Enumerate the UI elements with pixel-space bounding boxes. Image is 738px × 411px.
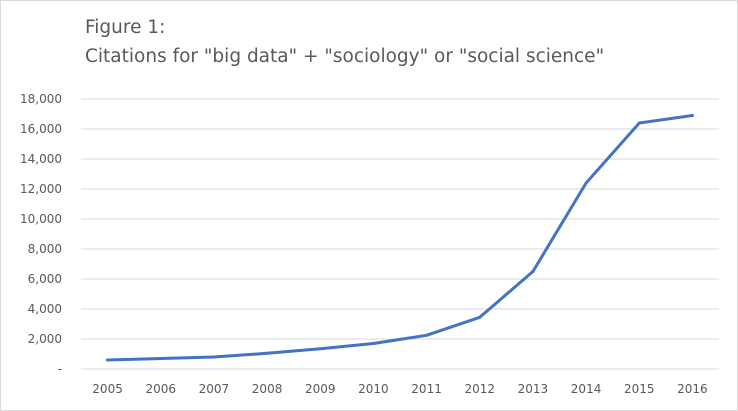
series-layer [106, 114, 694, 362]
y-tick-label: 10,000 [20, 212, 62, 226]
x-tick-label: 2012 [464, 382, 495, 396]
y-tick-label: - [58, 362, 62, 376]
data-point [637, 121, 641, 125]
x-tick-label: 2006 [145, 382, 176, 396]
data-point [690, 114, 694, 117]
chart-title-line-2: Citations for "big data" + "sociology" o… [85, 46, 605, 67]
y-axis-tick-labels: - 2,000 4,000 6,000 8,000 10,000 12,000 14,000 1… [20, 92, 62, 376]
x-axis-tick-labels: 2005 2006 2007 2008 2009 2010 2011 2012 2013 2014… [92, 382, 707, 396]
x-tick-label: 2005 [92, 382, 123, 396]
y-tick-label: 16,000 [20, 122, 62, 136]
data-point [265, 351, 269, 355]
x-tick-label: 2010 [358, 382, 389, 396]
x-tick-label: 2016 [677, 382, 708, 396]
x-tick-label: 2015 [624, 382, 655, 396]
data-point [159, 357, 163, 360]
data-point [584, 181, 588, 185]
y-tick-label: 4,000 [28, 302, 62, 316]
data-point [371, 342, 375, 345]
series-line [106, 114, 694, 362]
data-point [212, 355, 216, 359]
chart-title-line-1: Figure 1: [85, 17, 166, 38]
y-tick-label: 2,000 [28, 332, 62, 346]
y-tick-label: 12,000 [20, 182, 62, 196]
y-tick-label: 8,000 [28, 242, 62, 256]
x-tick-label: 2008 [252, 382, 283, 396]
data-point [531, 270, 535, 273]
data-point [106, 358, 110, 362]
y-tick-label: 14,000 [20, 152, 62, 166]
data-point [478, 315, 482, 319]
x-tick-label: 2011 [411, 382, 442, 396]
x-tick-label: 2014 [571, 382, 602, 396]
data-point [425, 333, 429, 337]
gridlines [81, 98, 719, 370]
x-tick-label: 2013 [518, 382, 549, 396]
x-tick-label: 2007 [199, 382, 230, 396]
y-tick-label: 6,000 [28, 272, 62, 286]
y-tick-label: 18,000 [20, 92, 62, 106]
x-tick-label: 2009 [305, 382, 336, 396]
data-point [318, 347, 322, 351]
chart-title: Figure 1: Citations for "big data" + "so… [85, 13, 604, 71]
